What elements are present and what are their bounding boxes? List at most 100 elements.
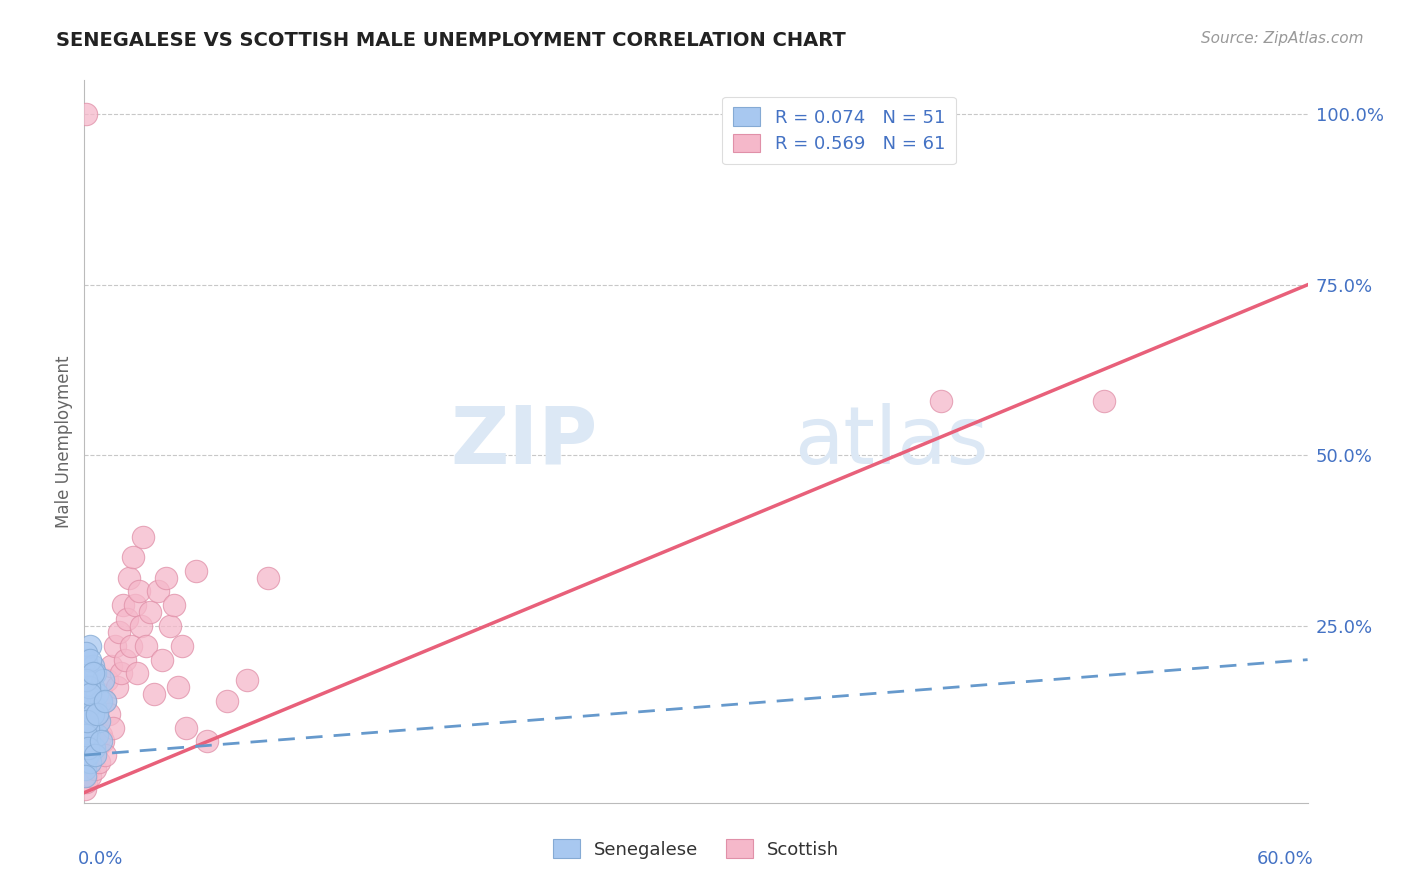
Point — [75, 728, 97, 742]
Point — [104, 639, 127, 653]
Point — [79, 721, 101, 735]
Point — [75, 666, 97, 681]
Point — [108, 625, 131, 640]
Point — [79, 768, 101, 782]
Point — [82, 707, 104, 722]
Text: 0.0%: 0.0% — [79, 850, 124, 868]
Point — [77, 734, 100, 748]
Point — [91, 673, 114, 687]
Point — [77, 714, 100, 728]
Point — [186, 564, 208, 578]
Text: Source: ZipAtlas.com: Source: ZipAtlas.com — [1201, 31, 1364, 46]
Point — [75, 768, 97, 782]
Point — [110, 666, 132, 681]
Point — [77, 741, 100, 756]
Point — [96, 673, 118, 687]
Point — [83, 728, 105, 742]
Point — [82, 666, 104, 681]
Point — [87, 714, 110, 728]
Point — [77, 700, 100, 714]
Point — [75, 768, 97, 782]
Point — [79, 734, 101, 748]
Point — [122, 550, 145, 565]
Point — [195, 734, 218, 748]
Point — [75, 653, 97, 667]
Point — [155, 571, 177, 585]
Point — [83, 700, 105, 714]
Point — [83, 762, 105, 776]
Point — [163, 598, 186, 612]
Point — [257, 571, 280, 585]
Point — [75, 721, 97, 735]
Point — [1092, 393, 1115, 408]
Point — [91, 734, 114, 748]
Legend: Senegalese, Scottish: Senegalese, Scottish — [546, 832, 846, 866]
Point — [97, 707, 120, 722]
Point — [79, 680, 101, 694]
Point — [128, 584, 150, 599]
Point — [86, 741, 108, 756]
Point — [86, 728, 108, 742]
Point — [77, 762, 100, 776]
Point — [77, 721, 100, 735]
Point — [93, 693, 115, 707]
Point — [146, 584, 169, 599]
Point — [86, 714, 108, 728]
Point — [159, 618, 181, 632]
Point — [93, 693, 115, 707]
Point — [75, 755, 97, 769]
Point — [75, 707, 97, 722]
Y-axis label: Male Unemployment: Male Unemployment — [55, 355, 73, 528]
Point — [76, 687, 98, 701]
Point — [79, 687, 101, 701]
Point — [105, 680, 128, 694]
Point — [75, 693, 97, 707]
Point — [75, 734, 97, 748]
Point — [83, 748, 105, 763]
Point — [167, 680, 190, 694]
Point — [142, 687, 165, 701]
Point — [87, 700, 110, 714]
Point — [75, 782, 97, 797]
Point — [79, 755, 101, 769]
Text: atlas: atlas — [794, 402, 988, 481]
Point — [150, 653, 173, 667]
Point — [76, 714, 98, 728]
Point — [90, 728, 112, 742]
Point — [82, 748, 104, 763]
Point — [75, 741, 97, 756]
Point — [76, 659, 98, 673]
Text: 60.0%: 60.0% — [1257, 850, 1313, 868]
Point — [929, 393, 952, 408]
Point — [112, 598, 135, 612]
Point — [79, 721, 101, 735]
Point — [127, 666, 149, 681]
Point — [115, 612, 138, 626]
Point — [90, 687, 112, 701]
Point — [75, 107, 97, 121]
Point — [82, 707, 104, 722]
Point — [75, 646, 97, 660]
Point — [79, 639, 101, 653]
Text: ZIP: ZIP — [451, 402, 598, 481]
Point — [131, 618, 153, 632]
Point — [76, 748, 98, 763]
Point — [77, 755, 100, 769]
Point — [76, 728, 98, 742]
Point — [93, 748, 115, 763]
Point — [77, 748, 100, 763]
Point — [90, 693, 112, 707]
Point — [86, 687, 108, 701]
Point — [77, 673, 100, 687]
Point — [217, 693, 239, 707]
Point — [101, 721, 124, 735]
Point — [79, 741, 101, 756]
Point — [82, 659, 104, 673]
Point — [77, 700, 100, 714]
Point — [87, 755, 110, 769]
Point — [90, 734, 112, 748]
Point — [172, 639, 194, 653]
Point — [132, 530, 155, 544]
Point — [75, 748, 97, 763]
Point — [135, 639, 157, 653]
